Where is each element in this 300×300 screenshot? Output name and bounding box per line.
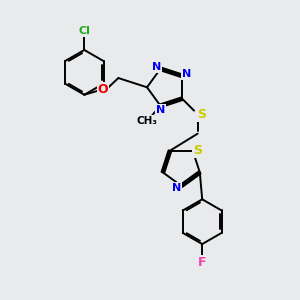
Text: S: S	[193, 144, 202, 157]
Text: N: N	[156, 105, 165, 115]
Text: CH₃: CH₃	[136, 116, 158, 126]
Text: O: O	[98, 83, 108, 96]
Text: F: F	[198, 256, 206, 268]
Text: N: N	[182, 69, 191, 79]
Text: N: N	[172, 183, 181, 193]
Text: S: S	[197, 108, 206, 121]
Text: N: N	[152, 62, 161, 72]
Text: Cl: Cl	[78, 26, 90, 37]
